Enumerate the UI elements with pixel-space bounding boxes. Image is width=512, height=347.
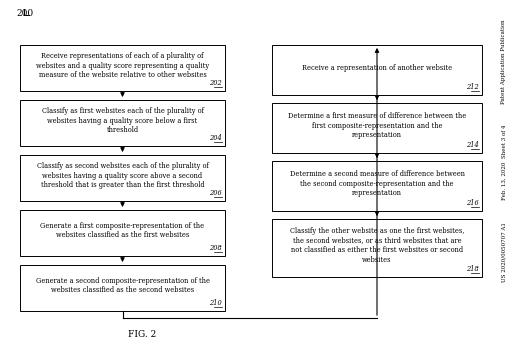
Text: Receive a representation of another website: Receive a representation of another webs… (302, 64, 452, 71)
Text: Classify as second websites each of the plurality of
websites having a quality s: Classify as second websites each of the … (36, 162, 208, 189)
Text: Generate a first composite-representation of the
websites classified as the firs: Generate a first composite-representatio… (40, 222, 205, 239)
Text: 200: 200 (16, 9, 33, 18)
Text: 208: 208 (209, 244, 222, 252)
Text: Patent Application Publication: Patent Application Publication (501, 20, 506, 104)
Text: 202: 202 (209, 79, 222, 87)
Text: Feb. 13, 2020  Sheet 3 of 4: Feb. 13, 2020 Sheet 3 of 4 (501, 124, 506, 200)
Text: 216: 216 (466, 199, 479, 207)
FancyBboxPatch shape (20, 155, 225, 201)
Text: Determine a first measure of difference between the
first composite-representati: Determine a first measure of difference … (288, 112, 466, 139)
Text: Determine a second measure of difference between
the second composite-representa: Determine a second measure of difference… (289, 170, 464, 197)
Text: US 2020/0050707 A1: US 2020/0050707 A1 (501, 222, 506, 282)
Text: Receive representations of each of a plurality of
websites and a quality score r: Receive representations of each of a plu… (36, 52, 209, 79)
FancyBboxPatch shape (272, 45, 482, 95)
Text: 218: 218 (466, 265, 479, 273)
Text: 214: 214 (466, 141, 479, 149)
FancyBboxPatch shape (20, 100, 225, 146)
Text: 204: 204 (209, 134, 222, 142)
FancyBboxPatch shape (272, 161, 482, 211)
Text: Generate a second composite-representation of the
websites classified as the sec: Generate a second composite-representati… (35, 277, 209, 294)
FancyBboxPatch shape (20, 45, 225, 91)
FancyBboxPatch shape (20, 265, 225, 311)
FancyBboxPatch shape (272, 103, 482, 153)
FancyBboxPatch shape (20, 210, 225, 256)
Text: Classify the other website as one the first websites,
the second websites, or as: Classify the other website as one the fi… (290, 227, 464, 264)
Text: 212: 212 (466, 83, 479, 91)
Text: FIG. 2: FIG. 2 (129, 330, 157, 339)
FancyBboxPatch shape (272, 219, 482, 277)
Text: 210: 210 (209, 299, 222, 307)
Text: 206: 206 (209, 189, 222, 197)
Text: Classify as first websites each of the plurality of
websites having a quality sc: Classify as first websites each of the p… (41, 107, 203, 134)
